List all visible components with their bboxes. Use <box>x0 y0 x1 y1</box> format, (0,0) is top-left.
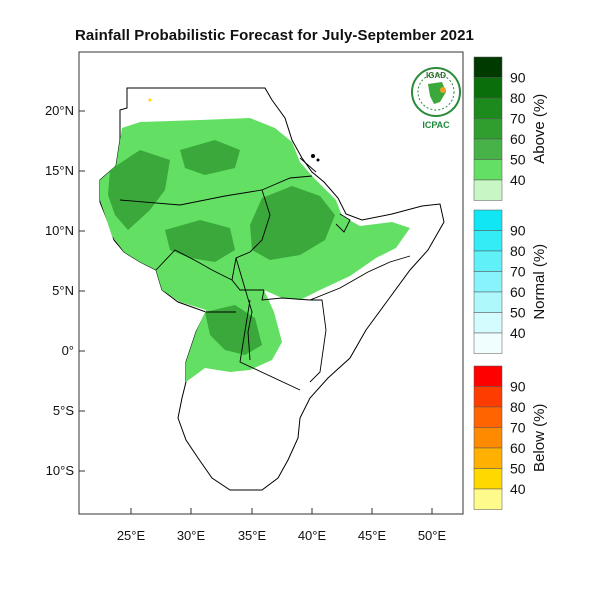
igad-icpac-logo: IGAD ICPAC <box>411 67 461 130</box>
colorbar-swatch <box>473 209 503 231</box>
colorbar-tick-label: 50 <box>510 305 526 321</box>
lat-label: 5°S <box>53 403 74 418</box>
colorbar-2: 90 80 70 60 50 40 Below (%) <box>473 365 548 510</box>
colorbar-tick-label: 80 <box>510 399 526 415</box>
colorbar-swatch <box>473 250 503 272</box>
country-borders <box>119 157 411 391</box>
latitude-axis: 20°N 15°N 10°N 5°N 0° 5°S 10°S <box>45 103 85 478</box>
colorbars: 90 80 70 60 50 40 Above (%) 90 80 70 60 50 40 Normal … <box>473 56 548 510</box>
colorbar-swatch <box>473 159 503 181</box>
colorbar-swatch <box>473 97 503 119</box>
colorbar-tick-label: 60 <box>510 440 526 456</box>
colorbar-swatch <box>473 271 503 293</box>
lat-label: 5°N <box>52 283 74 298</box>
colorbar-swatch <box>473 312 503 334</box>
colorbar-swatch <box>473 56 503 78</box>
colorbar-title: Normal (%) <box>531 244 548 320</box>
island <box>316 158 320 162</box>
colorbar-swatch <box>473 406 503 428</box>
colorbar-tick-label: 60 <box>510 284 526 300</box>
colorbar-tick-label: 50 <box>510 461 526 477</box>
colorbar-swatch <box>473 291 503 313</box>
colorbar-swatch <box>473 447 503 469</box>
lat-label: 20°N <box>45 103 74 118</box>
lat-label: 10°S <box>46 463 75 478</box>
colorbar-tick-label: 70 <box>510 264 526 280</box>
lon-label: 45°E <box>358 528 387 543</box>
colorbar-tick-label: 90 <box>510 70 526 86</box>
longitude-axis: 25°E 30°E 35°E 40°E 45°E 50°E <box>117 508 447 543</box>
lon-label: 50°E <box>418 528 447 543</box>
logo-top-text: IGAD <box>426 71 446 80</box>
island <box>311 154 315 158</box>
colorbar-swatch <box>473 468 503 490</box>
above-dark-patch-uganda <box>205 305 262 355</box>
lat-label: 10°N <box>45 223 74 238</box>
colorbar-swatch <box>473 230 503 252</box>
logo-bottom-text: ICPAC <box>422 120 450 130</box>
colorbar-swatch <box>473 332 503 354</box>
colorbar-tick-label: 80 <box>510 90 526 106</box>
above-dark-patch-south-sudan <box>165 220 235 262</box>
above-dark-patch-west <box>108 150 170 230</box>
colorbar-1: 90 80 70 60 50 40 Normal (%) <box>473 209 548 354</box>
colorbar-tick-label: 40 <box>510 325 526 341</box>
colorbar-tick-label: 80 <box>510 243 526 259</box>
lat-label: 15°N <box>45 163 74 178</box>
colorbar-tick-label: 70 <box>510 420 526 436</box>
lon-label: 30°E <box>177 528 206 543</box>
colorbar-tick-label: 40 <box>510 481 526 497</box>
colorbar-tick-label: 90 <box>510 379 526 395</box>
colorbar-swatch <box>473 118 503 140</box>
island <box>148 98 152 102</box>
colorbar-0: 90 80 70 60 50 40 Above (%) <box>473 56 548 201</box>
colorbar-swatch <box>473 365 503 387</box>
colorbar-tick-label: 70 <box>510 111 526 127</box>
colorbar-tick-label: 60 <box>510 131 526 147</box>
colorbar-tick-label: 40 <box>510 172 526 188</box>
colorbar-swatch <box>473 386 503 408</box>
colorbar-tick-label: 90 <box>510 223 526 239</box>
colorbar-swatch <box>473 427 503 449</box>
above-dark-patch-ethiopia <box>250 186 335 260</box>
lon-label: 25°E <box>117 528 146 543</box>
map-title: Rainfall Probabilistic Forecast for July… <box>75 27 474 44</box>
colorbar-swatch <box>473 138 503 160</box>
colorbar-swatch <box>473 488 503 510</box>
lat-label: 0° <box>62 343 74 358</box>
colorbar-title: Above (%) <box>531 94 548 164</box>
lon-label: 40°E <box>298 528 327 543</box>
lon-label: 35°E <box>238 528 267 543</box>
colorbar-title: Below (%) <box>531 404 548 472</box>
colorbar-tick-label: 50 <box>510 152 526 168</box>
colorbar-swatch <box>473 179 503 201</box>
colorbar-swatch <box>473 77 503 99</box>
above-dark-patch-sudan <box>180 140 240 175</box>
